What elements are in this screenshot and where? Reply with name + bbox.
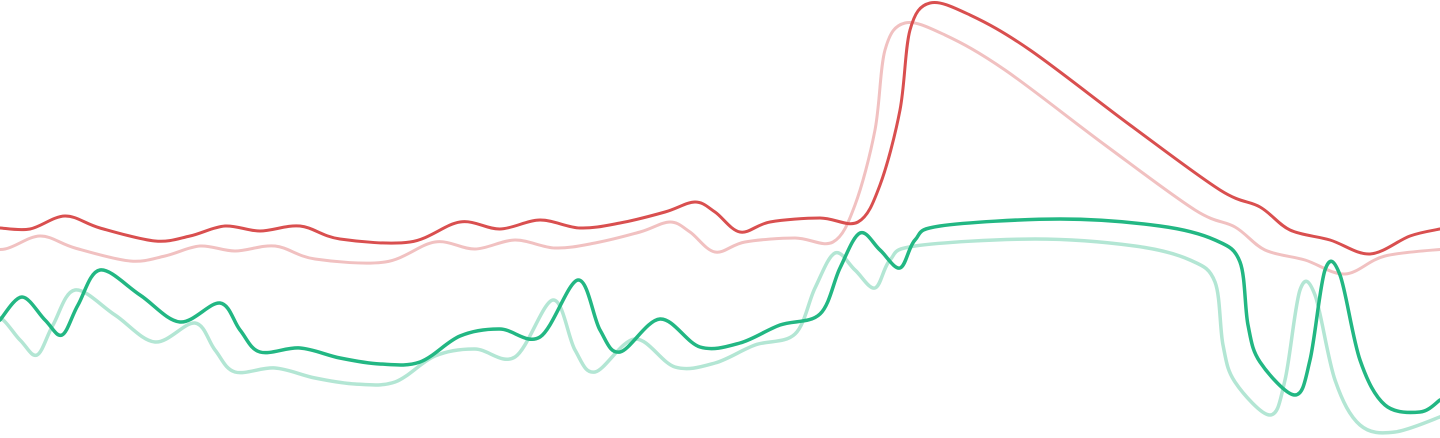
green-line — [0, 217, 1440, 415]
red-line — [0, 0, 1440, 256]
shadow-lines — [0, 20, 1440, 435]
green-line-faded — [0, 237, 1440, 435]
red-line-faded — [0, 20, 1440, 276]
